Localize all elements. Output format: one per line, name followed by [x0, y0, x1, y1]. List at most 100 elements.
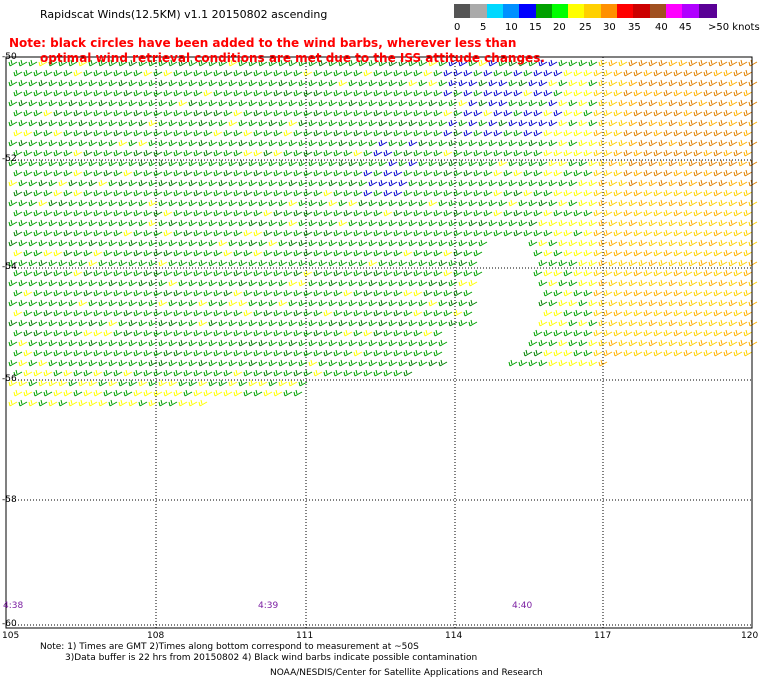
wind-barb [403, 109, 413, 117]
wind-barb [628, 179, 638, 187]
wind-barb [278, 99, 288, 107]
wind-barb [343, 309, 353, 317]
scale-swatch [584, 4, 603, 18]
wind-barb [378, 319, 388, 327]
wind-barb [348, 119, 358, 127]
wind-barb [153, 269, 163, 277]
wind-barb [438, 79, 448, 87]
wind-barb [718, 239, 728, 247]
wind-barb [408, 59, 418, 67]
wind-barb [98, 279, 108, 287]
wind-barb [568, 139, 578, 147]
wind-barb [488, 79, 498, 87]
wind-barb [318, 279, 328, 287]
wind-barb [133, 69, 143, 77]
wind-barb [218, 159, 228, 167]
wind-barb [608, 179, 618, 187]
wind-barb [388, 119, 398, 127]
wind-barb [213, 269, 223, 277]
wind-barb [63, 369, 73, 377]
wind-barb [728, 79, 738, 87]
wind-barb [683, 109, 693, 117]
wind-barb [263, 149, 273, 157]
wind-barb [123, 149, 133, 157]
wind-barb [658, 79, 668, 87]
wind-barb [258, 79, 268, 87]
wind-barb [338, 59, 348, 67]
wind-barb [288, 259, 298, 267]
wind-barb [418, 239, 428, 247]
wind-barb [243, 209, 253, 217]
wind-barb [638, 299, 648, 307]
wind-barb [148, 299, 158, 307]
wind-barb [223, 69, 233, 77]
wind-barb [138, 159, 148, 167]
wind-barb [378, 179, 388, 187]
wind-barb [518, 179, 528, 187]
wind-barb [373, 289, 383, 297]
wind-barb [443, 89, 453, 97]
wind-barb [163, 269, 173, 277]
wind-barb [128, 299, 138, 307]
wind-barb [33, 369, 43, 377]
wind-barb [68, 299, 78, 307]
wind-barb [438, 119, 448, 127]
wind-barb [658, 279, 668, 287]
wind-barb [248, 79, 258, 87]
wind-barb [283, 209, 293, 217]
wind-barb [648, 239, 658, 247]
wind-barb [623, 249, 633, 257]
wind-barb [203, 229, 213, 237]
wind-barb [428, 299, 438, 307]
wind-barb [418, 79, 428, 87]
wind-barb [658, 99, 668, 107]
wind-barb [53, 349, 63, 357]
wind-barb [163, 109, 173, 117]
wind-barb [33, 229, 43, 237]
wind-barb [328, 279, 338, 287]
wind-barb [538, 159, 548, 167]
wind-barb [223, 189, 233, 197]
wind-barb [383, 189, 393, 197]
wind-barb [523, 229, 533, 237]
wind-barb [298, 139, 308, 147]
wind-barb [598, 139, 608, 147]
wind-barb [413, 309, 423, 317]
wind-barb [448, 59, 458, 67]
wind-barb [593, 109, 603, 117]
wind-barb [23, 89, 33, 97]
wind-barb [388, 239, 398, 247]
wind-barb [133, 149, 143, 157]
wind-barb [83, 129, 93, 137]
wind-barb [228, 259, 238, 267]
wind-barb [443, 129, 453, 137]
wind-barb [548, 199, 558, 207]
wind-barb [313, 329, 323, 337]
wind-barb [698, 199, 708, 207]
wind-barb [48, 359, 58, 367]
wind-barb [188, 219, 198, 227]
wind-barb [448, 319, 458, 327]
wind-barb [518, 119, 528, 127]
wind-barb [198, 99, 208, 107]
wind-barb [263, 269, 273, 277]
wind-barb [368, 339, 378, 347]
wind-barb [48, 279, 58, 287]
wind-barb [493, 209, 503, 217]
wind-barb [568, 339, 578, 347]
wind-barb [138, 179, 148, 187]
wind-barb [123, 69, 133, 77]
wind-barb [573, 69, 583, 77]
wind-barb [578, 99, 588, 107]
wind-barb [748, 319, 758, 327]
wind-barb [428, 279, 438, 287]
wind-barb [613, 249, 623, 257]
wind-barb [368, 59, 378, 67]
wind-barb [198, 359, 208, 367]
wind-barb [713, 329, 723, 337]
wind-barb [128, 339, 138, 347]
wind-barb [673, 169, 683, 177]
wind-barb [108, 239, 118, 247]
wind-barb [648, 219, 658, 227]
wind-barb [493, 189, 503, 197]
